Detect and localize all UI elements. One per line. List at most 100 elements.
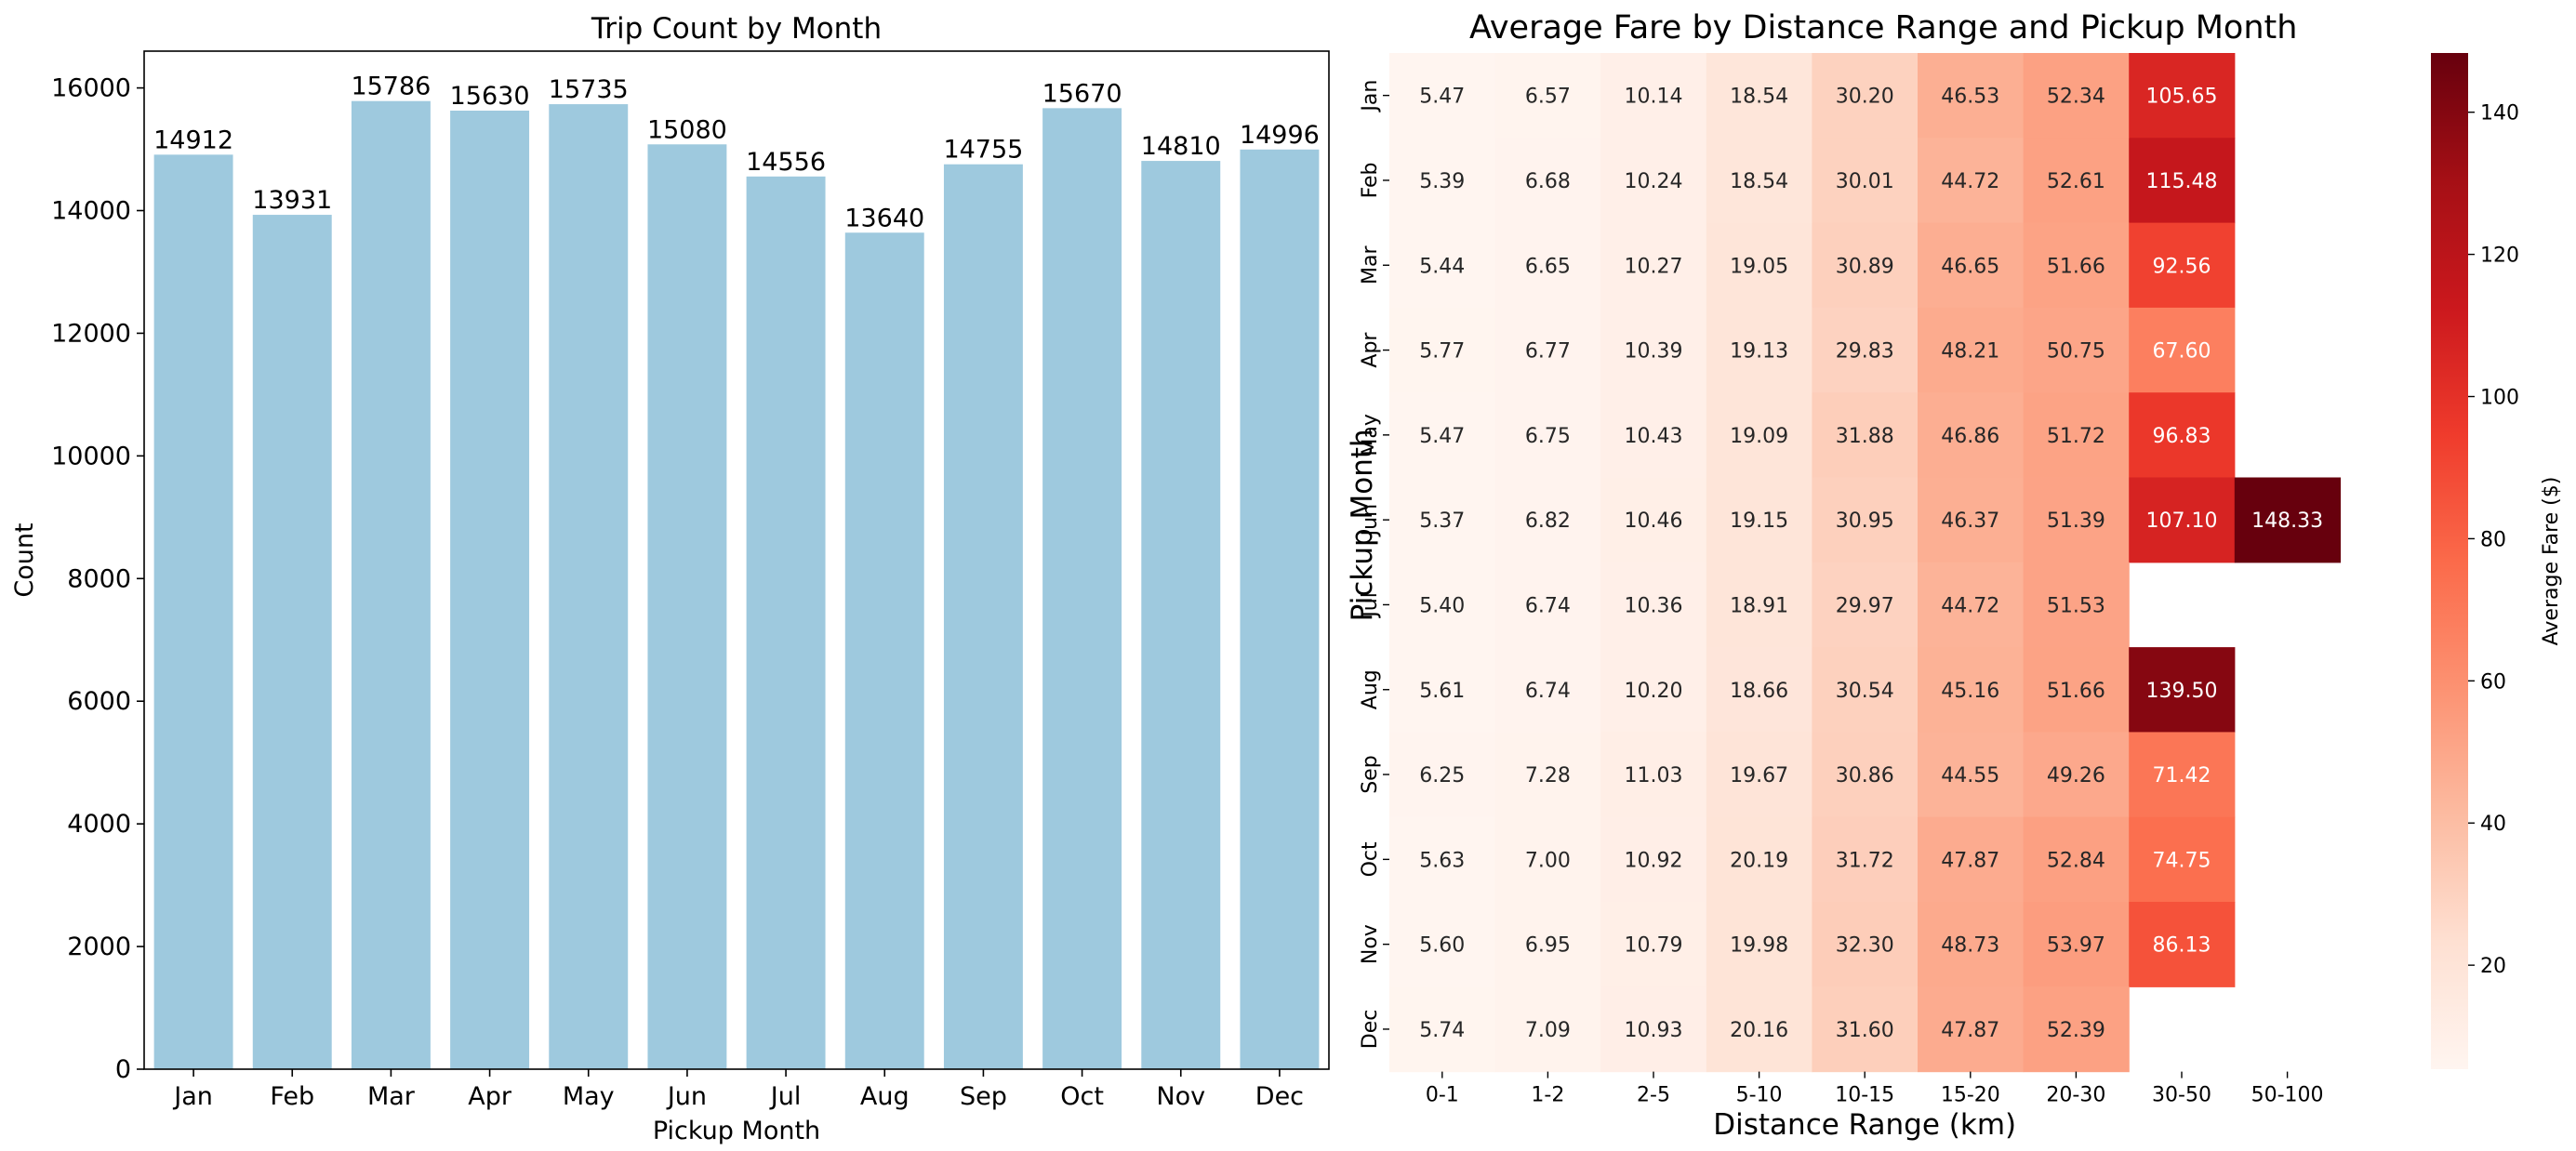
bar-apr bbox=[450, 110, 530, 1069]
bar-data-label-may: 15735 bbox=[549, 75, 629, 104]
heatmap-cell bbox=[1600, 986, 1707, 1073]
heatmap-cell bbox=[2023, 392, 2130, 479]
bar-dec bbox=[1240, 149, 1320, 1069]
heatmap-cell bbox=[1812, 477, 1919, 563]
bar-jan bbox=[153, 154, 233, 1069]
heatmap-title: Average Fare by Distance Range and Picku… bbox=[1469, 9, 2297, 46]
heatmap-y-tick-label: Apr bbox=[1359, 332, 1382, 368]
heatmap-cell bbox=[1494, 307, 1601, 393]
heatmap-cell-label: 18.54 bbox=[1730, 86, 1788, 109]
heatmap-cell bbox=[2023, 902, 2130, 987]
heatmap-cell bbox=[1600, 562, 1707, 648]
heatmap-cell bbox=[1389, 138, 1496, 224]
heatmap-cell-label: 5.63 bbox=[1419, 849, 1465, 872]
y-tick-label: 12000 bbox=[51, 319, 131, 348]
heatmap-cell bbox=[1389, 816, 1496, 903]
heatmap-y-tick-label: Aug bbox=[1359, 669, 1382, 709]
heatmap-cell bbox=[1389, 477, 1496, 563]
bar-series bbox=[153, 100, 1320, 1070]
heatmap-cell-label: 46.86 bbox=[1941, 425, 1999, 448]
heatmap-cell-label: 5.77 bbox=[1419, 340, 1465, 364]
bar-jun bbox=[647, 144, 727, 1069]
heatmap-cell bbox=[1706, 477, 1812, 563]
y-tick-label: 0 bbox=[115, 1055, 131, 1084]
y-tick-label: 16000 bbox=[51, 74, 131, 103]
bar-chart-title: Trip Count by Month bbox=[591, 12, 882, 46]
heatmap-cell bbox=[1494, 392, 1601, 479]
heatmap-cell-label: 45.16 bbox=[1941, 680, 1999, 703]
heatmap-cell bbox=[2234, 477, 2341, 563]
heatmap-cell bbox=[1600, 816, 1707, 903]
bar-data-label-sep: 14755 bbox=[943, 136, 1023, 165]
heatmap-cell-label: 139.50 bbox=[2146, 680, 2218, 703]
heatmap-cell bbox=[1706, 53, 1812, 139]
heatmap-cell bbox=[2129, 902, 2236, 987]
heatmap-cell-label: 48.73 bbox=[1941, 934, 1999, 958]
y-tick-label: 2000 bbox=[67, 933, 131, 961]
heatmap-cell-label: 51.72 bbox=[2047, 425, 2105, 448]
bar-chart-plot-frame bbox=[143, 50, 1330, 1070]
heatmap-cell bbox=[2129, 222, 2236, 309]
bar-data-label-jul: 14556 bbox=[746, 148, 826, 177]
heatmap-cell-label: 31.72 bbox=[1836, 849, 1894, 872]
heatmap-cell bbox=[1494, 986, 1601, 1073]
heatmap-cell bbox=[1494, 477, 1601, 563]
heatmap-cell bbox=[1918, 647, 2025, 733]
heatmap-cell-label: 47.87 bbox=[1941, 1019, 1999, 1042]
heatmap-cell bbox=[1706, 138, 1812, 224]
x-tick-label-jul: Jul bbox=[769, 1082, 802, 1111]
heatmap-cell bbox=[1494, 138, 1601, 224]
heatmap-cell bbox=[1600, 392, 1707, 479]
heatmap-cell bbox=[1600, 222, 1707, 309]
heatmap-cell-label: 10.27 bbox=[1625, 255, 1683, 278]
heatmap-y-axis-label: Pickup Month bbox=[1346, 429, 1379, 621]
heatmap-cell-label: 29.83 bbox=[1836, 340, 1894, 364]
heatmap-cell bbox=[1812, 986, 1919, 1073]
heatmap-cell-label: 5.39 bbox=[1419, 170, 1465, 193]
heatmap-cell bbox=[1706, 392, 1812, 479]
heatmap-chart: Average Fare by Distance Range and Picku… bbox=[1346, 9, 2341, 1142]
heatmap-cell-label: 19.13 bbox=[1730, 340, 1788, 364]
heatmap-cell-label: 44.72 bbox=[1941, 594, 1999, 617]
heatmap-cell bbox=[1918, 307, 2025, 393]
heatmap-cell-label: 18.91 bbox=[1730, 594, 1788, 617]
heatmap-cell-label: 96.83 bbox=[2153, 425, 2211, 448]
heatmap-cells: 5.47 6.57 10.14 18.54 30.20 46.53 52.34 105.65 5… bbox=[1389, 53, 2341, 1073]
heatmap-cell bbox=[2129, 53, 2236, 139]
heatmap-cell bbox=[1494, 53, 1601, 139]
heatmap-cell-label: 6.75 bbox=[1525, 425, 1571, 448]
heatmap-cell bbox=[1600, 902, 1707, 987]
heatmap-cell-label: 30.95 bbox=[1836, 509, 1894, 533]
heatmap-cell bbox=[1918, 732, 2025, 818]
heatmap-cell-label: 6.68 bbox=[1525, 170, 1571, 193]
heatmap-cell bbox=[2129, 647, 2236, 733]
y-tick-label: 4000 bbox=[67, 810, 131, 839]
heatmap-cell-label: 51.66 bbox=[2047, 255, 2105, 278]
heatmap-cell-label: 46.53 bbox=[1941, 86, 1999, 109]
x-tick-label-oct: Oct bbox=[1060, 1082, 1104, 1111]
heatmap-cell-label: 5.44 bbox=[1419, 255, 1465, 278]
bar-data-label-jan: 14912 bbox=[153, 126, 233, 154]
heatmap-x-tick-label: 5-10 bbox=[1736, 1084, 1783, 1107]
heatmap-cell-label: 6.82 bbox=[1525, 509, 1571, 533]
heatmap-cell bbox=[2023, 562, 2130, 648]
heatmap-y-tick-label: Jun bbox=[1359, 504, 1382, 537]
heatmap-cell bbox=[2023, 53, 2130, 139]
heatmap-cell-label: 30.20 bbox=[1836, 86, 1894, 109]
heatmap-cell bbox=[1389, 902, 1496, 987]
heatmap-cell-label: 30.54 bbox=[1836, 680, 1894, 703]
heatmap-y-tick-label: Jul bbox=[1359, 592, 1382, 619]
heatmap-cell-label: 18.66 bbox=[1730, 680, 1788, 703]
heatmap-x-tick-label: 10-15 bbox=[1835, 1084, 1894, 1107]
heatmap-cell bbox=[1389, 222, 1496, 309]
heatmap-cell bbox=[1706, 222, 1812, 309]
heatmap-cell-label: 46.37 bbox=[1941, 509, 1999, 533]
heatmap-cell bbox=[1812, 562, 1919, 648]
heatmap-cell-label: 19.15 bbox=[1730, 509, 1788, 533]
heatmap-y-tick-label: Jan bbox=[1359, 80, 1382, 113]
heatmap-cell bbox=[2023, 816, 2130, 903]
bar-data-label-feb: 13931 bbox=[252, 186, 332, 215]
heatmap-cell-label: 115.48 bbox=[2146, 170, 2218, 193]
bar-jul bbox=[746, 176, 826, 1069]
